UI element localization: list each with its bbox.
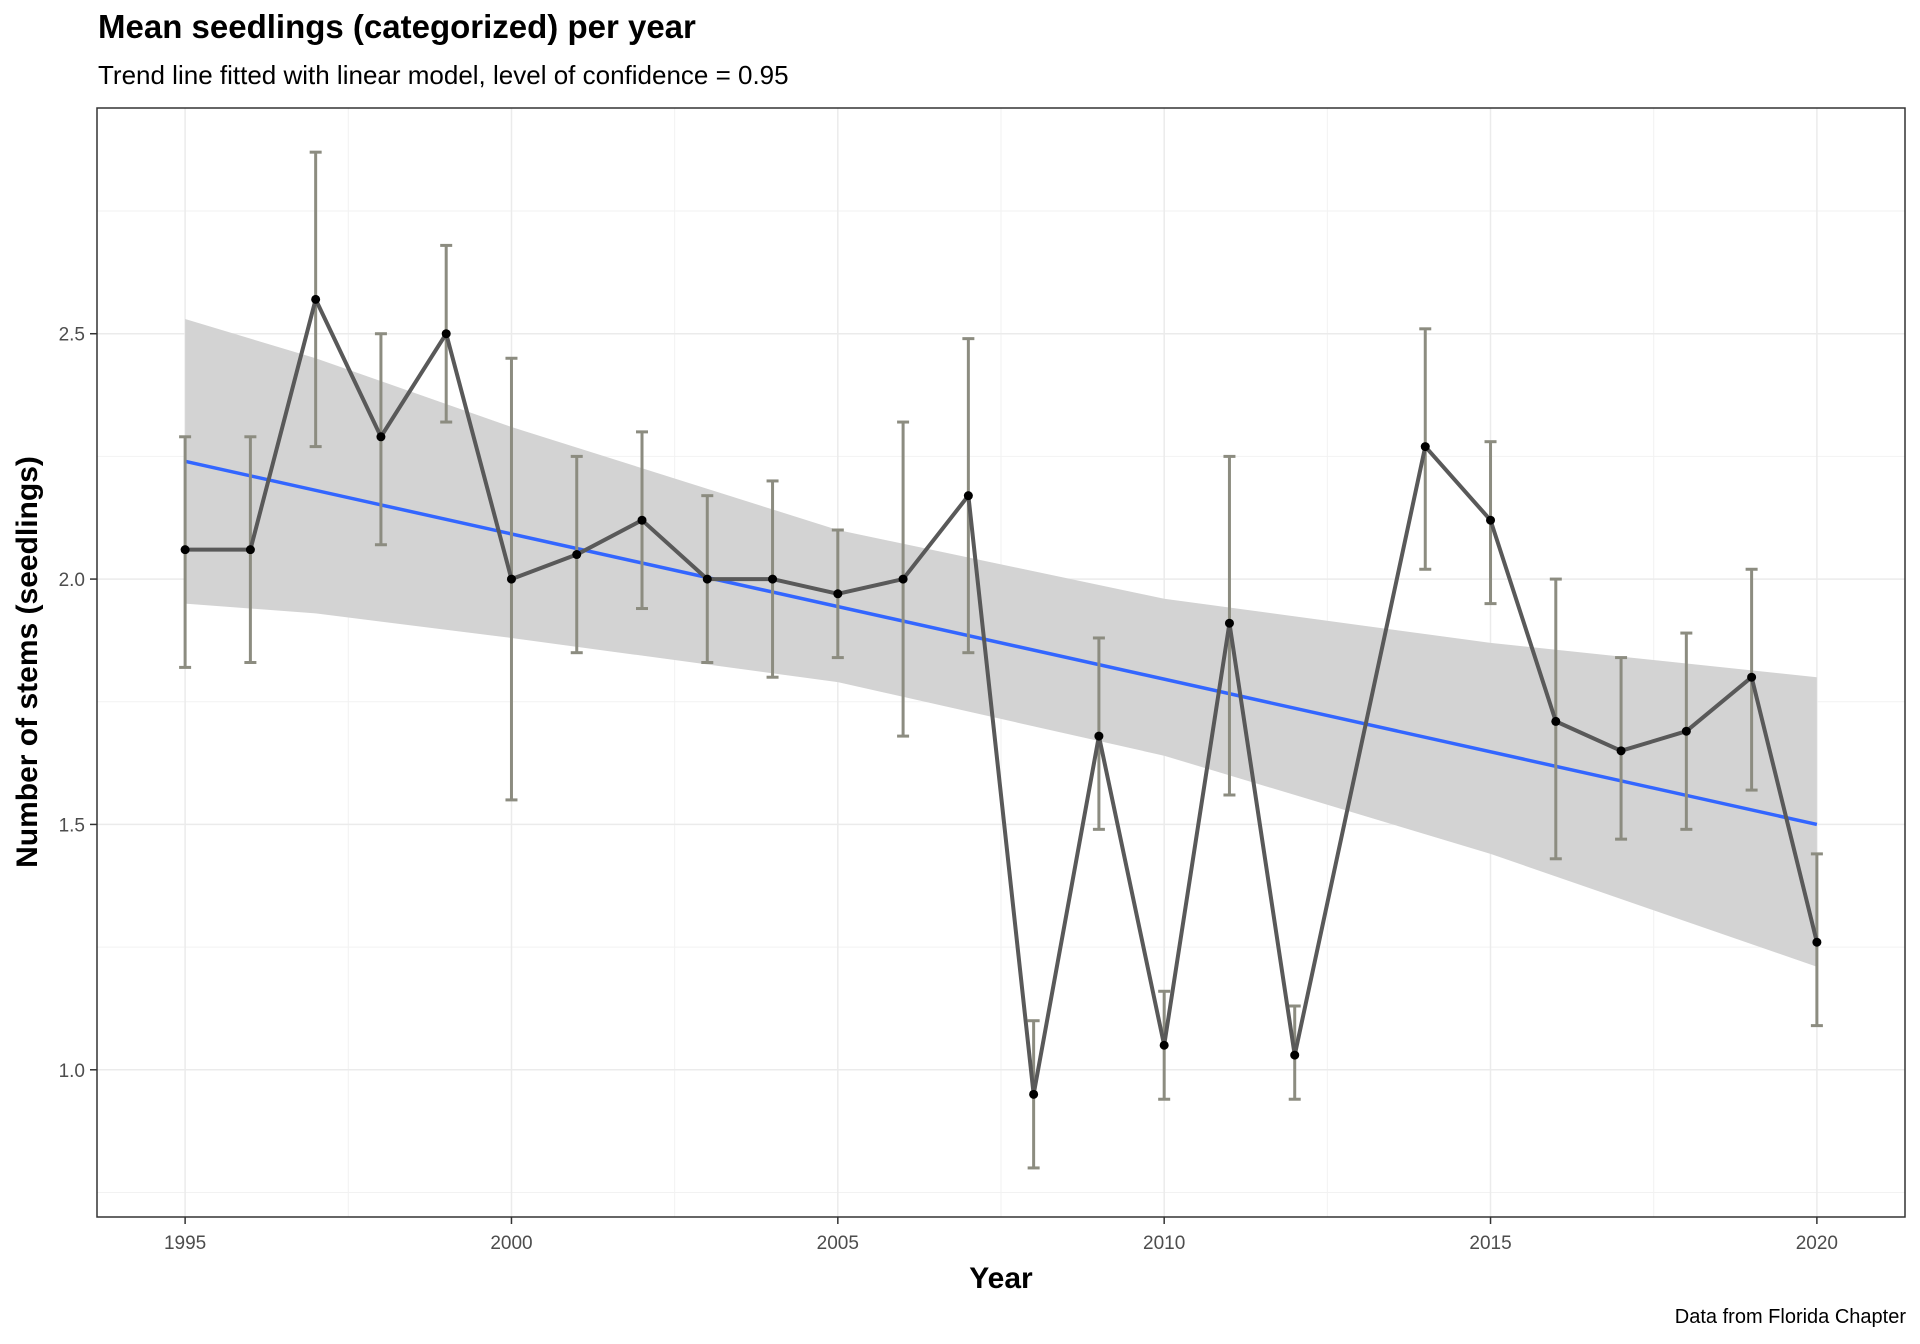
data-point: [963, 491, 973, 501]
data-point: [1812, 937, 1822, 947]
trend-line: [184, 459, 1818, 827]
trend-line-layer: [184, 459, 1818, 827]
chart-subtitle: Trend line fitted with linear model, lev…: [98, 60, 789, 90]
x-tick-label: 2000: [490, 1233, 532, 1254]
data-point: [1616, 746, 1626, 756]
x-tick-label: 2010: [1143, 1233, 1185, 1254]
errorbar-layer: [179, 150, 1823, 1170]
chart-title: Mean seedlings (categorized) per year: [98, 8, 696, 45]
y-tick-label: 2.0: [59, 570, 85, 591]
data-point: [1029, 1089, 1039, 1099]
tick-layer: 1995 2000 2005 2010 2015 2020 1.0 1.5 2.0 2.5: [59, 325, 1838, 1254]
x-tick-label: 2015: [1469, 1233, 1511, 1254]
x-axis-title: Year: [969, 1262, 1033, 1295]
data-point: [376, 432, 386, 442]
data-point: [1159, 1040, 1169, 1050]
data-point: [506, 574, 516, 584]
data-point: [1551, 716, 1561, 726]
y-tick-label: 1.0: [59, 1061, 85, 1082]
data-point: [833, 589, 843, 599]
y-axis-title: Number of stems (seedlings): [11, 456, 44, 868]
data-point: [180, 545, 190, 555]
data-point: [637, 515, 647, 525]
data-point: [311, 294, 321, 304]
data-point: [1094, 731, 1104, 741]
data-point: [572, 550, 582, 560]
data-point: [768, 574, 778, 584]
points-layer: [180, 294, 1822, 1099]
y-tick-label: 2.5: [59, 325, 85, 346]
data-point: [1681, 726, 1691, 736]
data-point: [1290, 1050, 1300, 1060]
data-point: [1420, 442, 1430, 452]
x-tick-label: 2005: [817, 1233, 859, 1254]
chart-caption: Data from Florida Chapter: [1674, 1306, 1906, 1328]
data-point: [898, 574, 908, 584]
data-point: [441, 329, 451, 339]
data-point: [1224, 618, 1234, 628]
panel-border: [96, 107, 1906, 1218]
y-tick-label: 1.5: [59, 815, 85, 836]
x-tick-label: 2020: [1796, 1233, 1838, 1254]
data-point: [1747, 672, 1757, 682]
data-point: [245, 545, 255, 555]
data-point: [1486, 515, 1496, 525]
data-point: [702, 574, 712, 584]
x-tick-label: 1995: [164, 1233, 206, 1254]
